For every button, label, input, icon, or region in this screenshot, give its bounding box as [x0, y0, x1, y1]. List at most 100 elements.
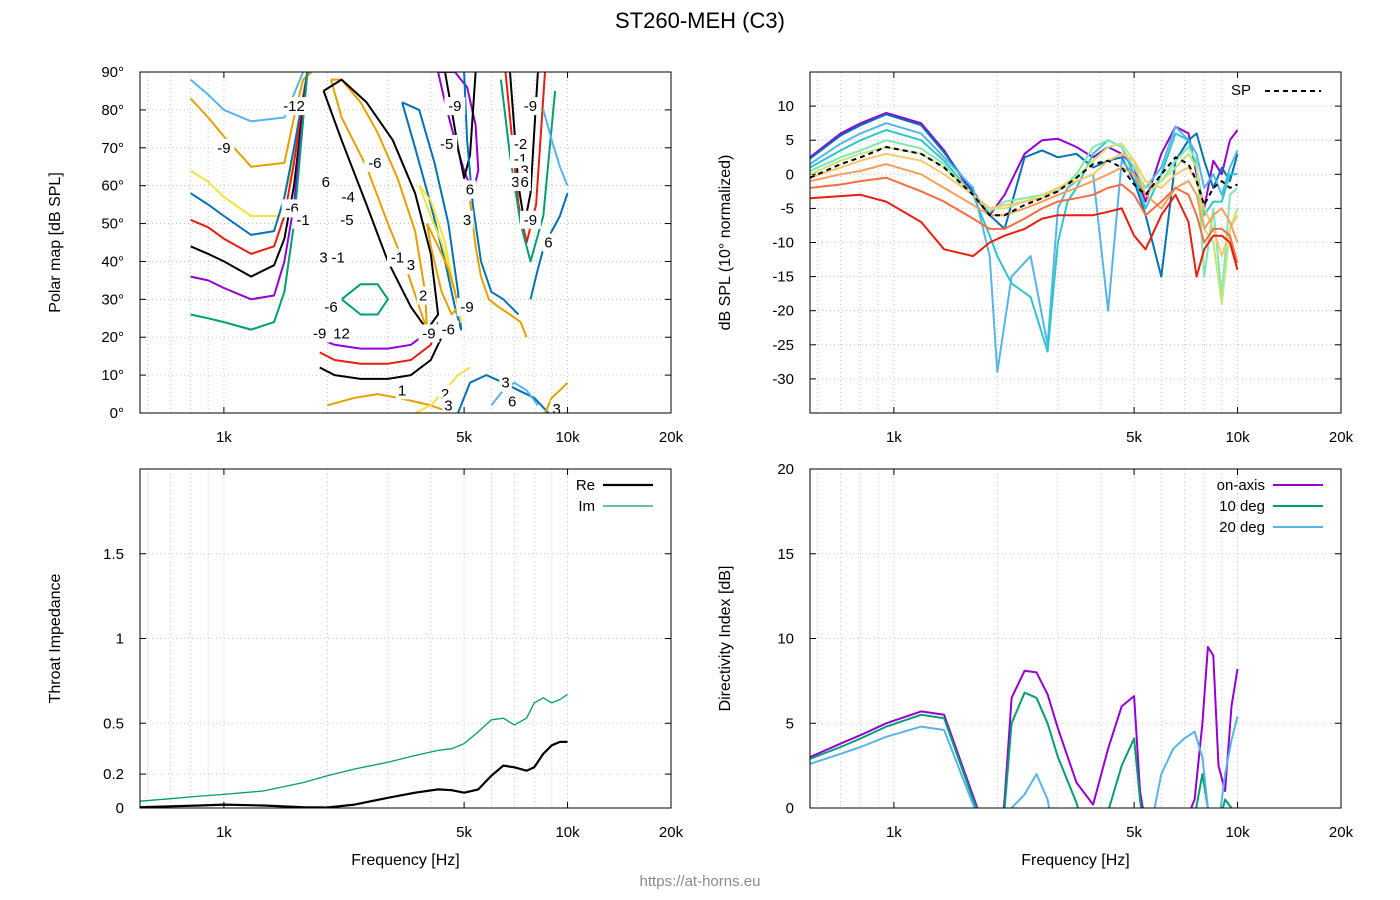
contour-label-bg — [331, 324, 353, 343]
throat-impedance-chart: 1k 5k 10k 20k 0 0.2 0.5 1 1.5 Throat Impedance Fre… — [47, 468, 684, 869]
contour-line — [509, 72, 539, 225]
x-tick-label: 5k — [456, 429, 472, 446]
contour-label-bg — [317, 248, 330, 267]
contour-label-bg — [519, 97, 541, 116]
contour-label: 3 — [444, 397, 452, 414]
y-tick-label: 0 — [116, 800, 124, 817]
contour-label-bg — [518, 172, 531, 191]
contour-label: -1 — [296, 212, 309, 229]
contour-label: -6 — [368, 155, 381, 172]
directivity-index-chart: 1k 5k 10k 20k 0 5 10 15 20 Directivity Index [dB]… — [717, 461, 1354, 869]
contour-label: 1 — [398, 382, 406, 399]
y-tick-label: 90° — [101, 64, 124, 81]
x-tick-label: 10k — [555, 824, 580, 841]
contour-label-bg — [444, 97, 466, 116]
contour-label: 3 — [319, 250, 327, 267]
plot-frame — [809, 71, 1342, 414]
contour-label-bg — [436, 134, 458, 153]
contour-label-bg — [337, 188, 359, 207]
y-tick-label: 0.5 — [103, 715, 124, 732]
contour-line — [542, 109, 569, 187]
y-tick-label: 15 — [777, 546, 794, 563]
x-axis-label: Frequency [Hz] — [351, 852, 459, 869]
y-tick-label: 70° — [101, 140, 124, 157]
plot-area — [810, 646, 1239, 808]
contour-label: -9 — [524, 98, 537, 115]
legend-label: 10 deg — [1219, 498, 1265, 515]
contour-label: 6 — [466, 181, 474, 198]
contour-label-bg — [292, 210, 314, 229]
footer-url[interactable]: https://at-horns.eu — [640, 873, 761, 890]
y-tick-label: 0 — [786, 800, 794, 817]
x-tick-label: 1k — [216, 429, 232, 446]
tick-marks — [140, 469, 672, 809]
series-line-10-deg — [810, 691, 1233, 808]
legend-label: on-axis — [1217, 477, 1265, 494]
y-tick-label: 0.2 — [103, 766, 124, 783]
y-tick-label: 20 — [777, 461, 794, 478]
x-tick-label: 5k — [456, 824, 472, 841]
y-tick-label: -25 — [772, 337, 794, 354]
contour-label: 3 — [407, 257, 415, 274]
figure-title: ST260-MEH (C3) — [615, 8, 785, 33]
contour-label: 3 — [511, 174, 519, 191]
contour-label: 6 — [508, 394, 516, 411]
contour-label-bg — [404, 256, 418, 275]
contour-line — [490, 381, 539, 407]
contour-line — [190, 72, 309, 331]
y-tick-label: 30° — [101, 291, 124, 308]
y-tick-label: 1 — [116, 631, 124, 648]
series-line-re — [140, 740, 568, 808]
contour-label-bg — [550, 400, 563, 413]
contour-label-bg — [542, 233, 555, 252]
contour-label: 2 — [441, 386, 449, 403]
y-tick-label: 0 — [786, 166, 794, 183]
plot-area: -12-9-6-16-4-5-63 -1 -1 32-6-9 12 -9 -6-9-563-… — [189, 72, 569, 414]
contour-label: -1 — [331, 250, 344, 267]
y-tick-label: 10 — [777, 98, 794, 115]
y-tick-label: -20 — [772, 303, 794, 320]
contour-label: 3 — [520, 163, 528, 180]
contour-label: -5 — [340, 212, 353, 229]
y-tick-label: 80° — [101, 102, 124, 119]
contour-line — [315, 328, 432, 350]
y-tick-label: 5 — [786, 132, 794, 149]
y-tick-label: -10 — [772, 235, 794, 252]
contour-label-bg — [309, 324, 331, 343]
contour-line — [499, 79, 557, 263]
contour-label-bg — [336, 210, 358, 229]
contour-label: 6 — [520, 174, 528, 191]
contour-label: -9 — [524, 212, 537, 229]
gridlines — [140, 469, 671, 808]
contour-label-bg — [463, 180, 477, 199]
contour-label: -4 — [342, 189, 355, 206]
x-tick-label: 1k — [886, 824, 902, 841]
contour-label-bg — [327, 248, 349, 267]
y-tick-label: -30 — [772, 371, 794, 388]
contour-line — [544, 381, 569, 413]
y-axis-label: dB SPL (10° normalized) — [717, 155, 734, 331]
y-axis-label: Polar map [dB SPL] — [47, 172, 64, 313]
contour-label-bg — [395, 381, 409, 400]
contour-label-bg — [460, 210, 474, 229]
contour-label-bg — [418, 324, 440, 343]
contour-label: 3 — [501, 375, 509, 392]
series-line-20-deg — [810, 716, 1239, 808]
contour-label-bg — [364, 153, 386, 172]
plot-area — [140, 693, 568, 808]
contour-label-bg — [319, 172, 333, 191]
x-tick-label: 5k — [1126, 824, 1142, 841]
y-axis-label: Directivity Index [dB] — [717, 566, 734, 712]
series-line-4 — [810, 139, 1239, 299]
plot-frame — [139, 468, 672, 809]
contour-label: 6 — [544, 235, 552, 252]
plot-area — [810, 111, 1239, 374]
series-line-im — [140, 693, 568, 802]
contour-label-bg — [437, 320, 459, 339]
plot-frame — [809, 468, 1342, 809]
contour-line — [189, 72, 313, 168]
legend-label: Im — [578, 498, 595, 515]
legend-label-sp: SP — [1231, 82, 1251, 99]
contour-label: 3 — [463, 212, 471, 229]
